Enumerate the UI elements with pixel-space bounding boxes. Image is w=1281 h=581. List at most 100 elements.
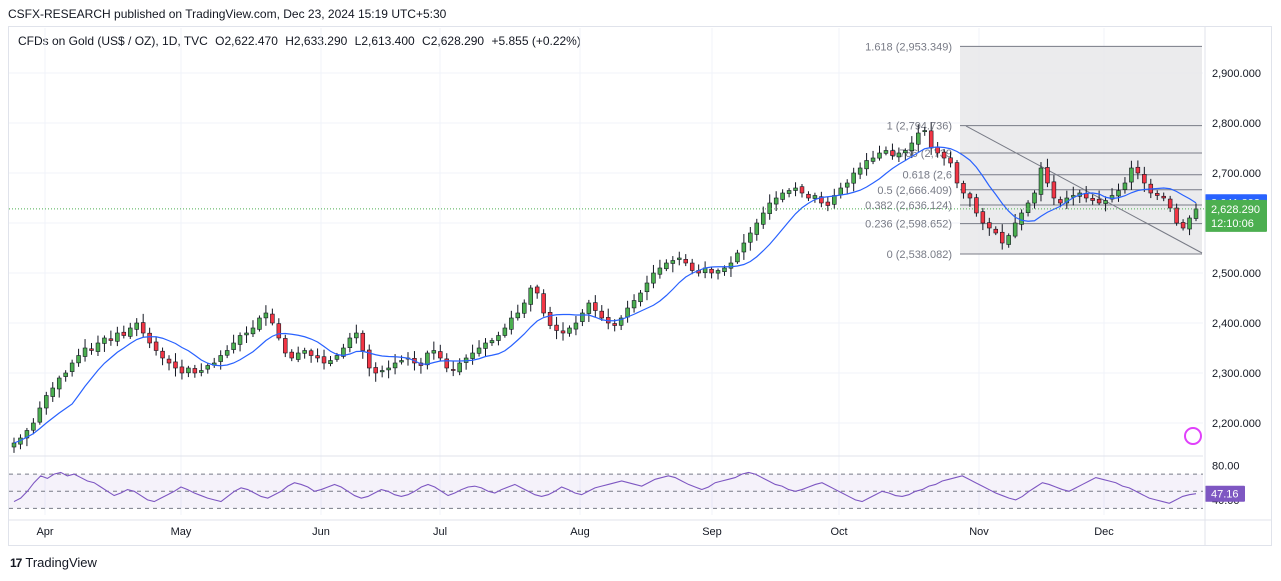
candle-body bbox=[528, 287, 533, 305]
candle-body bbox=[82, 347, 88, 357]
x-tick-label: Aug bbox=[570, 526, 590, 538]
candle-body bbox=[612, 323, 617, 326]
candle-body bbox=[231, 342, 236, 350]
candle-body bbox=[1096, 198, 1102, 204]
candle-body bbox=[522, 302, 527, 314]
candle-body bbox=[631, 300, 637, 309]
candle-body bbox=[928, 130, 934, 149]
candle-body bbox=[786, 190, 792, 194]
fibonacci-zone bbox=[960, 46, 1202, 254]
candle-body bbox=[457, 362, 462, 373]
candle-body bbox=[767, 202, 772, 214]
x-tick-label: Sep bbox=[702, 526, 722, 538]
candle-body bbox=[1180, 222, 1186, 229]
fib-level-label: 1 (2,794.736) bbox=[887, 121, 952, 133]
candle-body bbox=[806, 193, 811, 199]
candle-body bbox=[625, 307, 630, 318]
trend-line bbox=[965, 125, 1203, 254]
symbol-title: CFDs on Gold (US$ / OZ), 1D, TVC bbox=[18, 34, 208, 48]
candle-body bbox=[722, 267, 727, 273]
candle-body bbox=[567, 327, 572, 334]
fib-level-label: 0.5 (2,666.409) bbox=[877, 185, 952, 197]
candle-body bbox=[140, 322, 146, 334]
candle-body bbox=[554, 324, 559, 331]
fib-level-label: 1.618 (2,953.349) bbox=[865, 41, 952, 53]
candle-body bbox=[1155, 193, 1160, 196]
moving-average-line bbox=[13, 146, 1197, 444]
candle-body bbox=[799, 186, 805, 194]
candle-body bbox=[218, 355, 223, 362]
ohlc-open: O2,622.470 bbox=[215, 34, 278, 48]
candle-body bbox=[1045, 167, 1050, 184]
candle-body bbox=[534, 286, 540, 294]
candle-body bbox=[31, 422, 36, 431]
rsi-value-text: 47.16 bbox=[1211, 489, 1239, 501]
candle-body bbox=[715, 270, 721, 274]
candle-body bbox=[270, 313, 275, 324]
candle-body bbox=[883, 150, 889, 154]
fib-level-label: 0.236 (2,598.652) bbox=[865, 219, 952, 231]
candle-body bbox=[748, 232, 753, 243]
candle-body bbox=[166, 358, 172, 364]
candle-body bbox=[638, 292, 643, 303]
candle-body bbox=[664, 262, 669, 270]
candle-body bbox=[69, 362, 75, 372]
candle-body bbox=[444, 358, 449, 369]
candle-body bbox=[961, 183, 966, 194]
fib-level-label: 0.618 (2,6 bbox=[902, 170, 952, 182]
y-tick-label: 2,200.000 bbox=[1212, 418, 1261, 430]
y-tick-label: 2,400.000 bbox=[1212, 318, 1261, 330]
candle-body bbox=[295, 352, 301, 360]
y-tick-label: 2,800.000 bbox=[1212, 118, 1261, 130]
candle-body bbox=[63, 372, 68, 377]
rsi-upper-label: 80.00 bbox=[1212, 461, 1240, 473]
candle-body bbox=[347, 337, 353, 348]
fib-level-label: 0.382 (2,636.124) bbox=[865, 200, 952, 212]
candle-body bbox=[1012, 222, 1018, 237]
candle-body bbox=[618, 317, 624, 326]
candle-body bbox=[948, 157, 953, 164]
fib-level-label: 0 (2,538.082) bbox=[887, 249, 952, 261]
x-tick-label: Jun bbox=[312, 526, 330, 538]
candle-body bbox=[425, 352, 430, 366]
candle-body bbox=[573, 322, 579, 330]
candle-body bbox=[773, 197, 779, 205]
candle-body bbox=[399, 360, 404, 363]
candle-body bbox=[108, 338, 114, 341]
candle-body bbox=[153, 341, 159, 351]
candle-body bbox=[224, 350, 230, 356]
candle-body bbox=[793, 187, 798, 191]
candle-body bbox=[870, 157, 876, 162]
candle-body bbox=[670, 260, 676, 264]
candle-body bbox=[147, 332, 152, 344]
candle-body bbox=[896, 152, 902, 158]
candle-body bbox=[134, 322, 139, 330]
candle-body bbox=[509, 317, 514, 330]
last-price-tag bbox=[1205, 199, 1267, 232]
candle-body bbox=[1019, 212, 1024, 225]
candle-body bbox=[689, 262, 695, 271]
candle-body bbox=[987, 222, 992, 229]
candle-body bbox=[838, 187, 843, 196]
candle-body bbox=[308, 350, 314, 356]
candle-body bbox=[95, 342, 101, 352]
tradingview-brand[interactable]: 17 TradingView bbox=[10, 555, 97, 570]
candle-body bbox=[954, 162, 960, 184]
candle-body bbox=[379, 370, 385, 373]
candle-body bbox=[1129, 167, 1134, 183]
brand-label: TradingView bbox=[25, 555, 97, 570]
candle-body bbox=[1187, 217, 1192, 230]
ohlc-close: C2,628.290 bbox=[422, 34, 485, 48]
candle-body bbox=[263, 312, 269, 319]
candle-body bbox=[199, 370, 204, 373]
candle-body bbox=[496, 335, 501, 341]
candle-body bbox=[1006, 235, 1011, 245]
candle-body bbox=[289, 351, 294, 359]
candle-body bbox=[192, 368, 198, 374]
candle-body bbox=[250, 327, 256, 335]
candle-body bbox=[857, 167, 863, 175]
candle-body bbox=[334, 355, 340, 360]
candle-body bbox=[515, 312, 521, 319]
candle-body bbox=[128, 327, 133, 337]
